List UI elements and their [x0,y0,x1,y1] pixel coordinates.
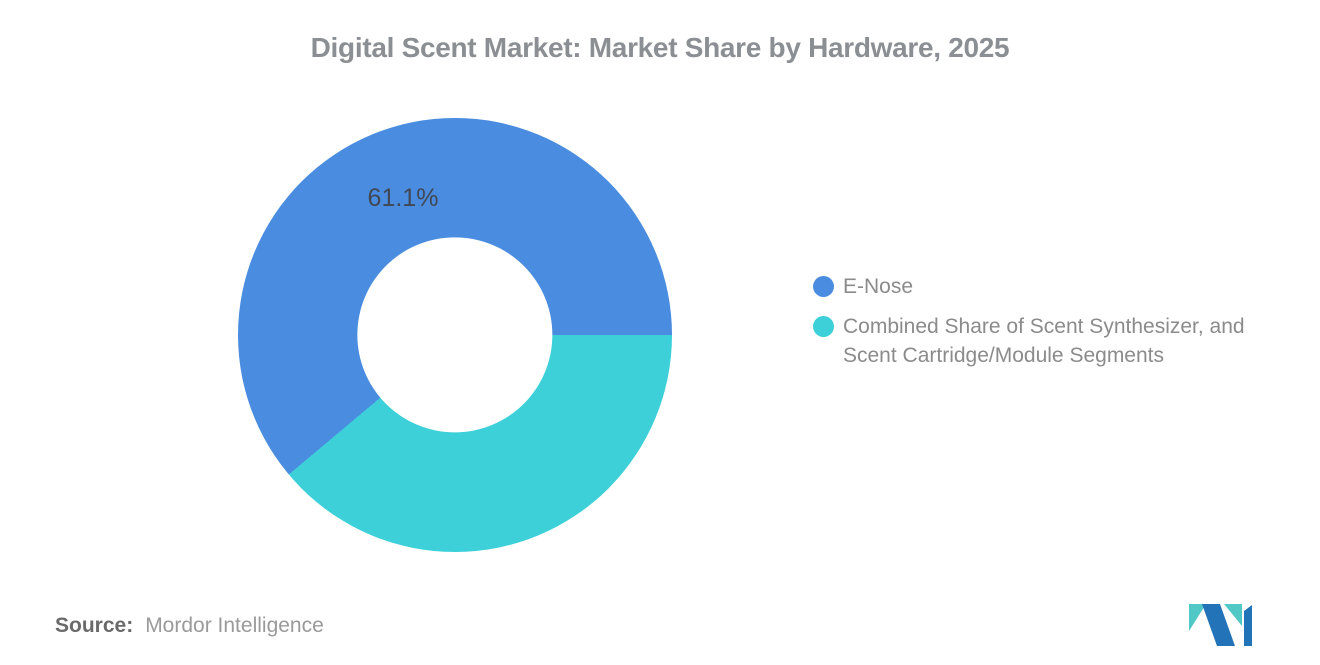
donut-hole [357,237,553,433]
logo-shape-blue-leg [1244,605,1252,646]
legend-swatch-e-nose [813,276,834,297]
legend-label-combined-share: Combined Share of Scent Synthesizer, and… [843,312,1245,370]
source-line: Source: Mordor Intelligence [55,614,324,638]
logo-shape-teal-triangle [1224,604,1242,626]
logo-shape-blue-diagonal [1202,604,1235,646]
legend-item-combined-share: Combined Share of Scent Synthesizer, and… [813,312,1293,370]
source-label: Source: [55,614,134,637]
source-value: Mordor Intelligence [145,614,324,637]
data-label-e-nose: 61.1% [367,184,439,212]
legend-label-e-nose: E-Nose [843,272,913,301]
legend-swatch-combined-share [813,316,834,337]
donut-chart-area: 61.1% [238,118,672,552]
legend-label-line: Combined Share of Scent Synthesizer, and [843,315,1245,338]
logo-shape-teal-left [1189,604,1206,631]
legend-item-e-nose: E-Nose [813,272,1293,301]
legend: E-Nose Combined Share of Scent Synthesiz… [813,272,1293,381]
legend-label-line: E-Nose [843,275,914,298]
mordor-intelligence-logo [1189,604,1252,646]
legend-label-line: Scent Cartridge/Module Segments [843,344,1164,367]
chart-title: Digital Scent Market: Market Share by Ha… [310,32,1010,63]
